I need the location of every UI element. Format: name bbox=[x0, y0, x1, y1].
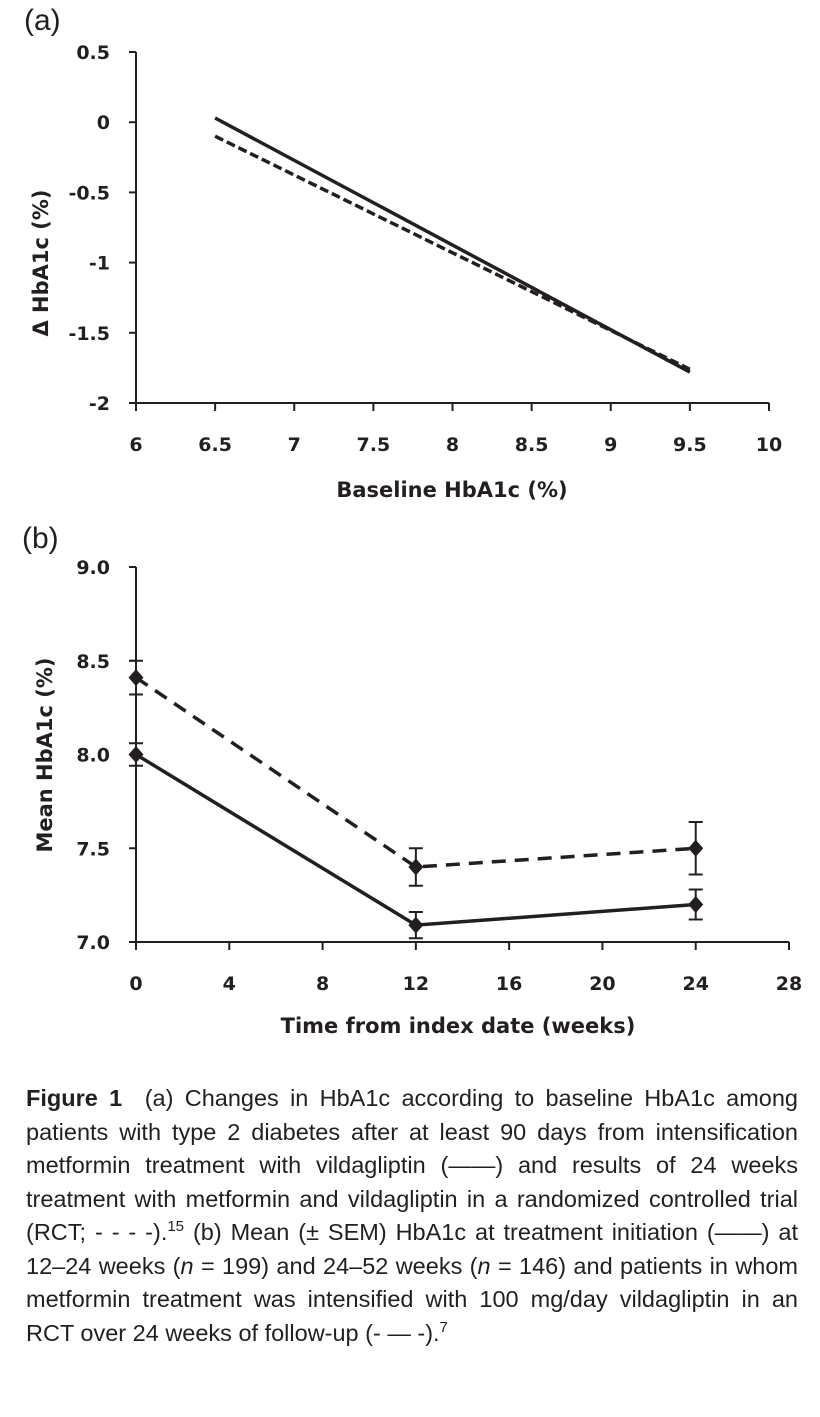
y-tick-label: 7.0 bbox=[76, 932, 110, 954]
x-tick-label: 8 bbox=[316, 973, 329, 995]
figure-caption: Figure 1 (a) Changes in HbA1c according … bbox=[26, 1082, 798, 1350]
caption-part-c: = 199) and 24–52 weeks ( bbox=[193, 1252, 478, 1279]
y-tick-label: -1.5 bbox=[68, 323, 110, 345]
x-tick-label: 7 bbox=[288, 434, 301, 456]
x-tick-label: 10 bbox=[756, 434, 782, 456]
chart-b: (b) Mean HbA1c (%) Time from index date … bbox=[22, 522, 802, 1038]
x-tick-label: 0 bbox=[129, 973, 142, 995]
y-tick-label: 9.0 bbox=[76, 557, 110, 579]
data-point-marker bbox=[688, 839, 704, 857]
series-line-solid bbox=[214, 116, 691, 374]
y-axis-title-a: Δ HbA1c (%) bbox=[29, 189, 53, 336]
x-tick-label: 24 bbox=[682, 973, 708, 995]
y-tick-label: 0.5 bbox=[76, 42, 110, 64]
x-tick-label: 12 bbox=[403, 973, 429, 995]
x-tick-label: 28 bbox=[776, 973, 802, 995]
series-line-solid bbox=[135, 753, 696, 927]
x-tick-label: 8.5 bbox=[515, 434, 549, 456]
y-tick-label: 8.5 bbox=[76, 651, 110, 673]
y-tick-label: -2 bbox=[89, 393, 110, 415]
x-tick-label: 6 bbox=[129, 434, 142, 456]
series-line-dashed bbox=[214, 134, 691, 371]
chart-a: (a) Δ HbA1c (%) Baseline HbA1c (%) 0.5 0 -… bbox=[24, 4, 782, 502]
x-axis-title-a: Baseline HbA1c (%) bbox=[336, 478, 567, 502]
y-tick-label: -1 bbox=[89, 253, 110, 275]
x-axis-title-b: Time from index date (weeks) bbox=[281, 1014, 636, 1038]
y-tick-label: 8.0 bbox=[76, 745, 110, 767]
y-tick-label: -0.5 bbox=[68, 182, 110, 204]
x-tick-label: 7.5 bbox=[357, 434, 391, 456]
x-tick-label: 8 bbox=[446, 434, 459, 456]
series-line-dashed bbox=[135, 676, 696, 869]
data-point-marker bbox=[408, 858, 424, 876]
y-axis-title-b: Mean HbA1c (%) bbox=[33, 657, 57, 852]
x-tick-label: 4 bbox=[223, 973, 236, 995]
x-tick-label: 20 bbox=[589, 973, 615, 995]
x-tick-label: 6.5 bbox=[198, 434, 232, 456]
caption-part-b: (b) Mean (± SEM) HbA1c at treatment init… bbox=[26, 1219, 798, 1279]
caption-part-a: (a) Changes in HbA1c according to baseli… bbox=[26, 1085, 798, 1245]
caption-ref-7: 7 bbox=[439, 1318, 448, 1336]
y-tick-label: 7.5 bbox=[76, 838, 110, 860]
x-tick-label: 9 bbox=[604, 434, 617, 456]
caption-part-d: = 146) and patients in whom metformin tr… bbox=[26, 1252, 799, 1346]
figure-label: Figure 1 bbox=[26, 1085, 123, 1111]
panel-label-b: (b) bbox=[22, 522, 59, 555]
data-point-marker bbox=[688, 896, 704, 913]
data-point-marker bbox=[408, 916, 424, 934]
caption-ref-15: 15 bbox=[167, 1218, 185, 1236]
caption-n-symbol: n bbox=[180, 1252, 194, 1279]
x-tick-label: 9.5 bbox=[673, 434, 707, 456]
panel-label-a: (a) bbox=[24, 4, 61, 37]
figure-charts: (a) Δ HbA1c (%) Baseline HbA1c (%) 0.5 0 -… bbox=[22, 4, 802, 1038]
caption-n-symbol-2: n bbox=[477, 1252, 491, 1279]
x-tick-label: 16 bbox=[496, 973, 522, 995]
data-point-marker bbox=[128, 669, 144, 687]
data-point-marker bbox=[128, 746, 144, 763]
y-tick-label: 0 bbox=[97, 112, 110, 134]
